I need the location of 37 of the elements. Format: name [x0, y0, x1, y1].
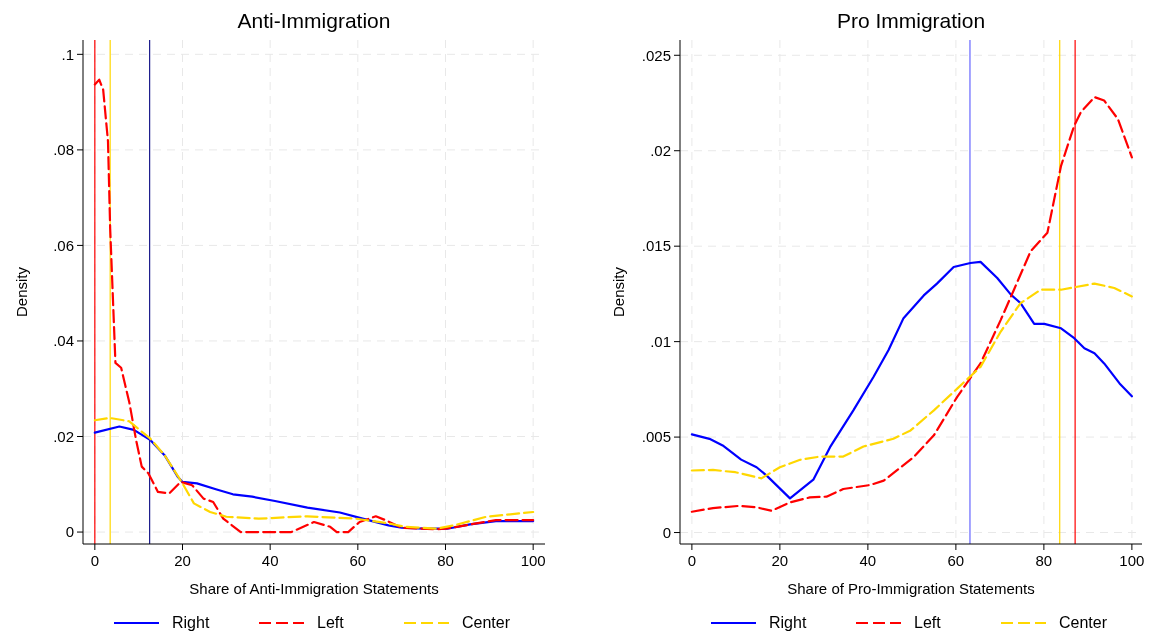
y-tick-label: .1 — [61, 45, 74, 63]
y-axis-title: Density — [610, 266, 627, 318]
x-tick-label: 60 — [349, 552, 367, 569]
legend-label: Center — [462, 614, 511, 631]
legend-label: Right — [172, 614, 210, 631]
x-tick-label: 20 — [174, 552, 191, 569]
x-tick-label: 100 — [1119, 552, 1145, 569]
y-tick-label: .015 — [641, 237, 671, 255]
legend-label: Left — [914, 614, 942, 631]
y-tick-label: .025 — [641, 46, 671, 64]
x-tick-label: 20 — [771, 552, 789, 569]
y-tick-label: 0 — [65, 523, 74, 541]
y-tick-label: 0 — [662, 523, 671, 541]
y-tick-label: .01 — [650, 332, 671, 350]
x-tick-label: 80 — [437, 552, 454, 569]
legend-label: Left — [317, 614, 345, 631]
y-tick-label: .02 — [650, 141, 671, 159]
x-tick-label: 100 — [520, 552, 546, 569]
y-tick-label: .005 — [641, 428, 671, 446]
legend-label: Center — [1059, 614, 1108, 631]
y-tick-label: .02 — [53, 427, 74, 445]
legend-label: Right — [769, 614, 807, 631]
x-tick-label: 60 — [947, 552, 965, 569]
x-tick-label: 40 — [261, 552, 279, 569]
chart-title: Anti-Immigration — [237, 9, 391, 32]
x-tick-label: 0 — [90, 552, 100, 569]
x-tick-label: 80 — [1035, 552, 1053, 569]
y-tick-label: .04 — [53, 332, 74, 350]
y-tick-label: .08 — [53, 141, 74, 159]
x-tick-label: 40 — [859, 552, 877, 569]
x-axis-title: Share of Pro-Immigration Statements — [787, 580, 1035, 597]
y-axis-title: Density — [13, 266, 30, 318]
line-series — [690, 260, 1133, 500]
x-tick-label: 0 — [687, 552, 697, 569]
x-axis-title: Share of Anti-Immigration Statements — [189, 580, 439, 597]
chart-title: Pro Immigration — [836, 9, 986, 32]
y-tick-label: .06 — [53, 236, 74, 254]
